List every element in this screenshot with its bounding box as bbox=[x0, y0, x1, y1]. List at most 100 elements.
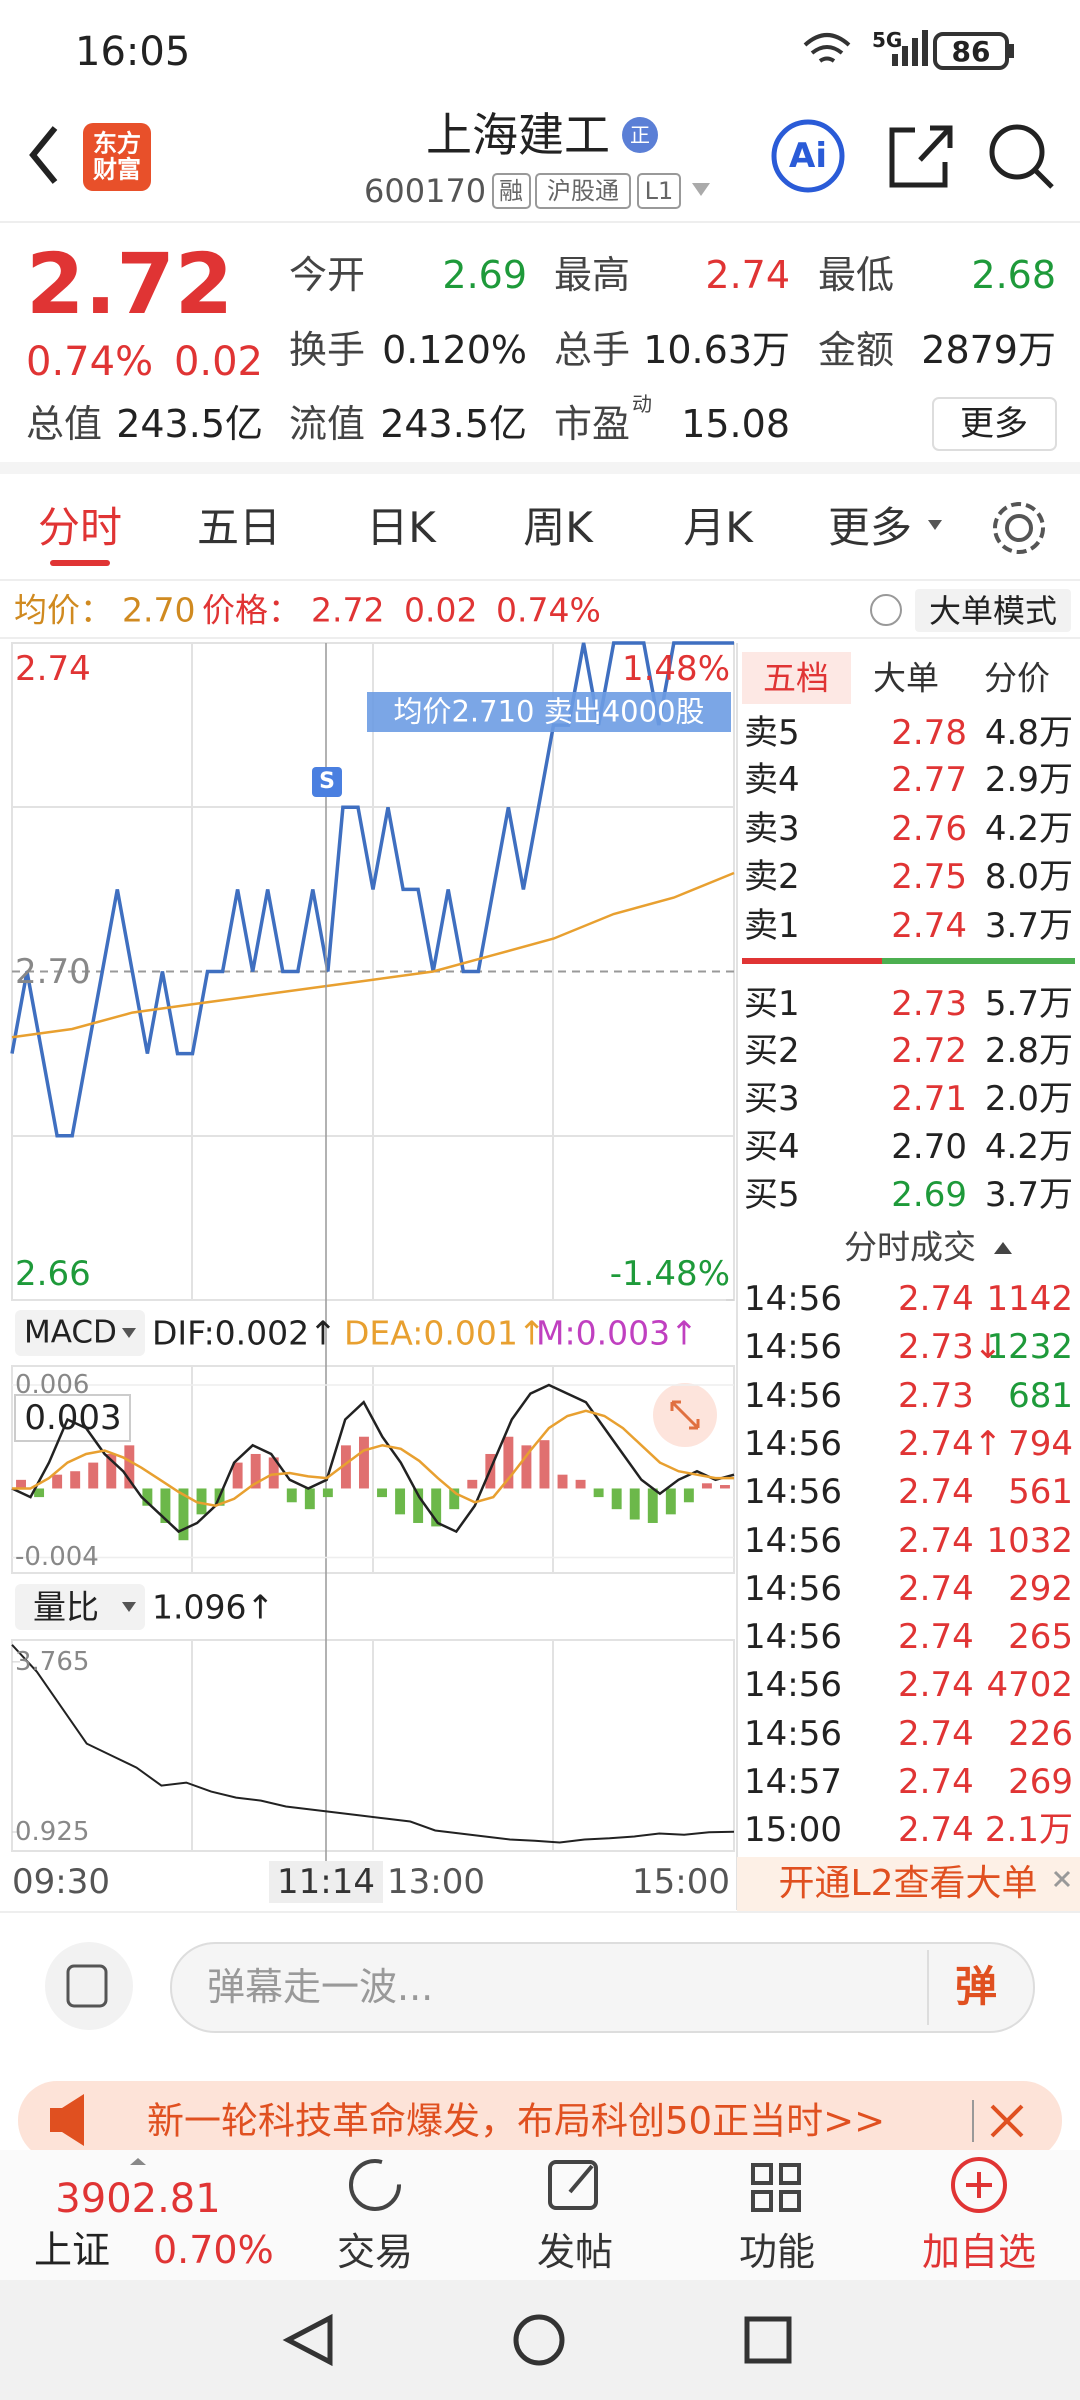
network: 5G bbox=[872, 28, 903, 52]
trade-time: 14:56 bbox=[744, 1375, 842, 1416]
ratio-selector[interactable] bbox=[15, 1584, 145, 1630]
field-label: 总手 bbox=[554, 328, 631, 372]
book-volume: 4.2万 bbox=[984, 1127, 1073, 1167]
banner[interactable] bbox=[18, 2081, 1062, 2160]
search-button[interactable] bbox=[989, 124, 1054, 189]
trade-price: 2.74 bbox=[898, 1472, 974, 1513]
cursor-time: 11:14 bbox=[269, 1861, 383, 1903]
macd-bar bbox=[196, 1488, 207, 1515]
tab[interactable]: 月K bbox=[683, 503, 753, 552]
book-label: 卖2 bbox=[744, 857, 800, 897]
banner-text[interactable]: 新一轮科技革命爆发，布局科创50正当时>> bbox=[147, 2099, 886, 2143]
recents-key[interactable] bbox=[744, 2316, 792, 2364]
tab[interactable]: 周K bbox=[523, 503, 593, 552]
close-icon[interactable] bbox=[1053, 1870, 1071, 1888]
field-label: 今开 bbox=[289, 253, 366, 297]
book-tab[interactable]: 五档 bbox=[763, 658, 829, 698]
macd-selector[interactable] bbox=[15, 1310, 145, 1356]
book-price: 2.74 bbox=[891, 906, 967, 946]
trade-time: 14:56 bbox=[744, 1472, 842, 1513]
cursor-value: 0.003 bbox=[24, 1398, 122, 1438]
cursor-value-box bbox=[14, 1394, 131, 1442]
trade-time: 14:56 bbox=[744, 1423, 842, 1464]
status-time: 16:05 bbox=[75, 29, 191, 75]
macd-bar bbox=[413, 1488, 424, 1523]
indicator-name[interactable]: MACD bbox=[24, 1314, 117, 1351]
macd-bar bbox=[431, 1488, 442, 1527]
book-label: 买4 bbox=[744, 1127, 800, 1167]
tooltip-bg bbox=[367, 692, 731, 732]
book-label: 卖5 bbox=[744, 713, 800, 753]
comment-placeholder[interactable]: 弹幕走一波... bbox=[207, 1965, 434, 2009]
nav-item[interactable]: 功能 bbox=[738, 2230, 816, 2274]
tab[interactable]: 分时 bbox=[37, 503, 123, 552]
x-tick-label: 15:00 bbox=[632, 1862, 730, 1902]
back-key[interactable] bbox=[282, 2313, 333, 2367]
sort-arrow bbox=[994, 1242, 1012, 1254]
nav-item[interactable]: 发帖 bbox=[536, 2230, 614, 2274]
comment-input[interactable] bbox=[170, 1942, 1035, 2033]
change: 0.02 bbox=[173, 339, 263, 385]
more-label[interactable]: 更多 bbox=[960, 404, 1028, 444]
selector-arrow bbox=[122, 1602, 136, 1612]
book-tab[interactable]: 大单 bbox=[873, 658, 939, 698]
y-tick-label: 2.74 bbox=[15, 649, 91, 689]
banner-close[interactable] bbox=[990, 2104, 1024, 2138]
more-button[interactable] bbox=[932, 397, 1057, 451]
l2-link[interactable]: 开通L2查看大单 bbox=[778, 1863, 1038, 1904]
y-tick-label: 0.006 bbox=[15, 1369, 90, 1400]
trade-time: 14:56 bbox=[744, 1617, 842, 1658]
trade-volume: 1232 bbox=[986, 1327, 1073, 1368]
macd-bar bbox=[340, 1445, 351, 1489]
book-volume: 4.2万 bbox=[984, 809, 1073, 849]
comment-icon[interactable] bbox=[45, 1942, 133, 2030]
trade-volume: 226 bbox=[1008, 1713, 1073, 1754]
l2-bar[interactable] bbox=[737, 1857, 1080, 1911]
y-tick-label: 2.70 bbox=[15, 951, 91, 992]
nav-item[interactable]: 交易 bbox=[336, 2230, 414, 2274]
index-pct: 0.70% bbox=[153, 2228, 274, 2272]
trade-time: 14:57 bbox=[744, 1762, 842, 1802]
trade-time: 14:56 bbox=[744, 1327, 842, 1368]
change-value: 0.02 bbox=[404, 590, 478, 630]
share-button[interactable] bbox=[889, 125, 953, 188]
danmaku-button[interactable]: 弹 bbox=[954, 1962, 998, 2011]
nav-item[interactable]: 加自选 bbox=[921, 2230, 1037, 2274]
tab-dropdown-arrow bbox=[928, 520, 942, 530]
series-line bbox=[11, 1383, 735, 1534]
price-value: 2.72 bbox=[311, 590, 385, 630]
series-line bbox=[10, 641, 734, 1138]
macd-bar bbox=[304, 1488, 315, 1510]
trade-price: 2.73 bbox=[898, 1375, 974, 1416]
back-button[interactable] bbox=[29, 126, 58, 184]
ai-label[interactable]: Ai bbox=[789, 136, 827, 176]
x-tick-label: 09:30 bbox=[12, 1862, 110, 1902]
trade-volume: 265 bbox=[1008, 1617, 1073, 1658]
dropdown-arrow[interactable] bbox=[692, 183, 710, 196]
system-nav bbox=[0, 2280, 1080, 2400]
expand-icon bbox=[670, 1400, 700, 1430]
book-volume: 8.0万 bbox=[984, 857, 1073, 897]
tab[interactable]: 五日 bbox=[196, 503, 282, 552]
help-icon[interactable] bbox=[870, 594, 902, 626]
tab[interactable]: 更多 bbox=[827, 503, 913, 552]
mode-label[interactable]: 大单模式 bbox=[928, 592, 1058, 630]
tab[interactable]: 日K bbox=[366, 503, 436, 552]
book-price: 2.69 bbox=[891, 1175, 967, 1215]
home-key[interactable] bbox=[513, 2314, 565, 2366]
tag-box bbox=[535, 173, 631, 209]
indicator-name[interactable]: 量比 bbox=[33, 1587, 99, 1627]
book-tab[interactable]: 分价 bbox=[984, 658, 1050, 698]
mode-button[interactable] bbox=[915, 589, 1071, 632]
trade-volume: 2.1万 bbox=[984, 1810, 1073, 1851]
trade-price: 2.74 bbox=[898, 1665, 974, 1706]
field-value: 2.68 bbox=[971, 253, 1056, 297]
field-sup: 动 bbox=[632, 392, 652, 416]
index-name: 上证 bbox=[34, 2228, 111, 2272]
trade-price: 2.74 bbox=[898, 1713, 974, 1754]
settings-button[interactable] bbox=[993, 502, 1045, 554]
book-label: 买3 bbox=[744, 1079, 800, 1119]
ai-button[interactable] bbox=[771, 119, 845, 193]
macd-bar bbox=[160, 1488, 171, 1523]
